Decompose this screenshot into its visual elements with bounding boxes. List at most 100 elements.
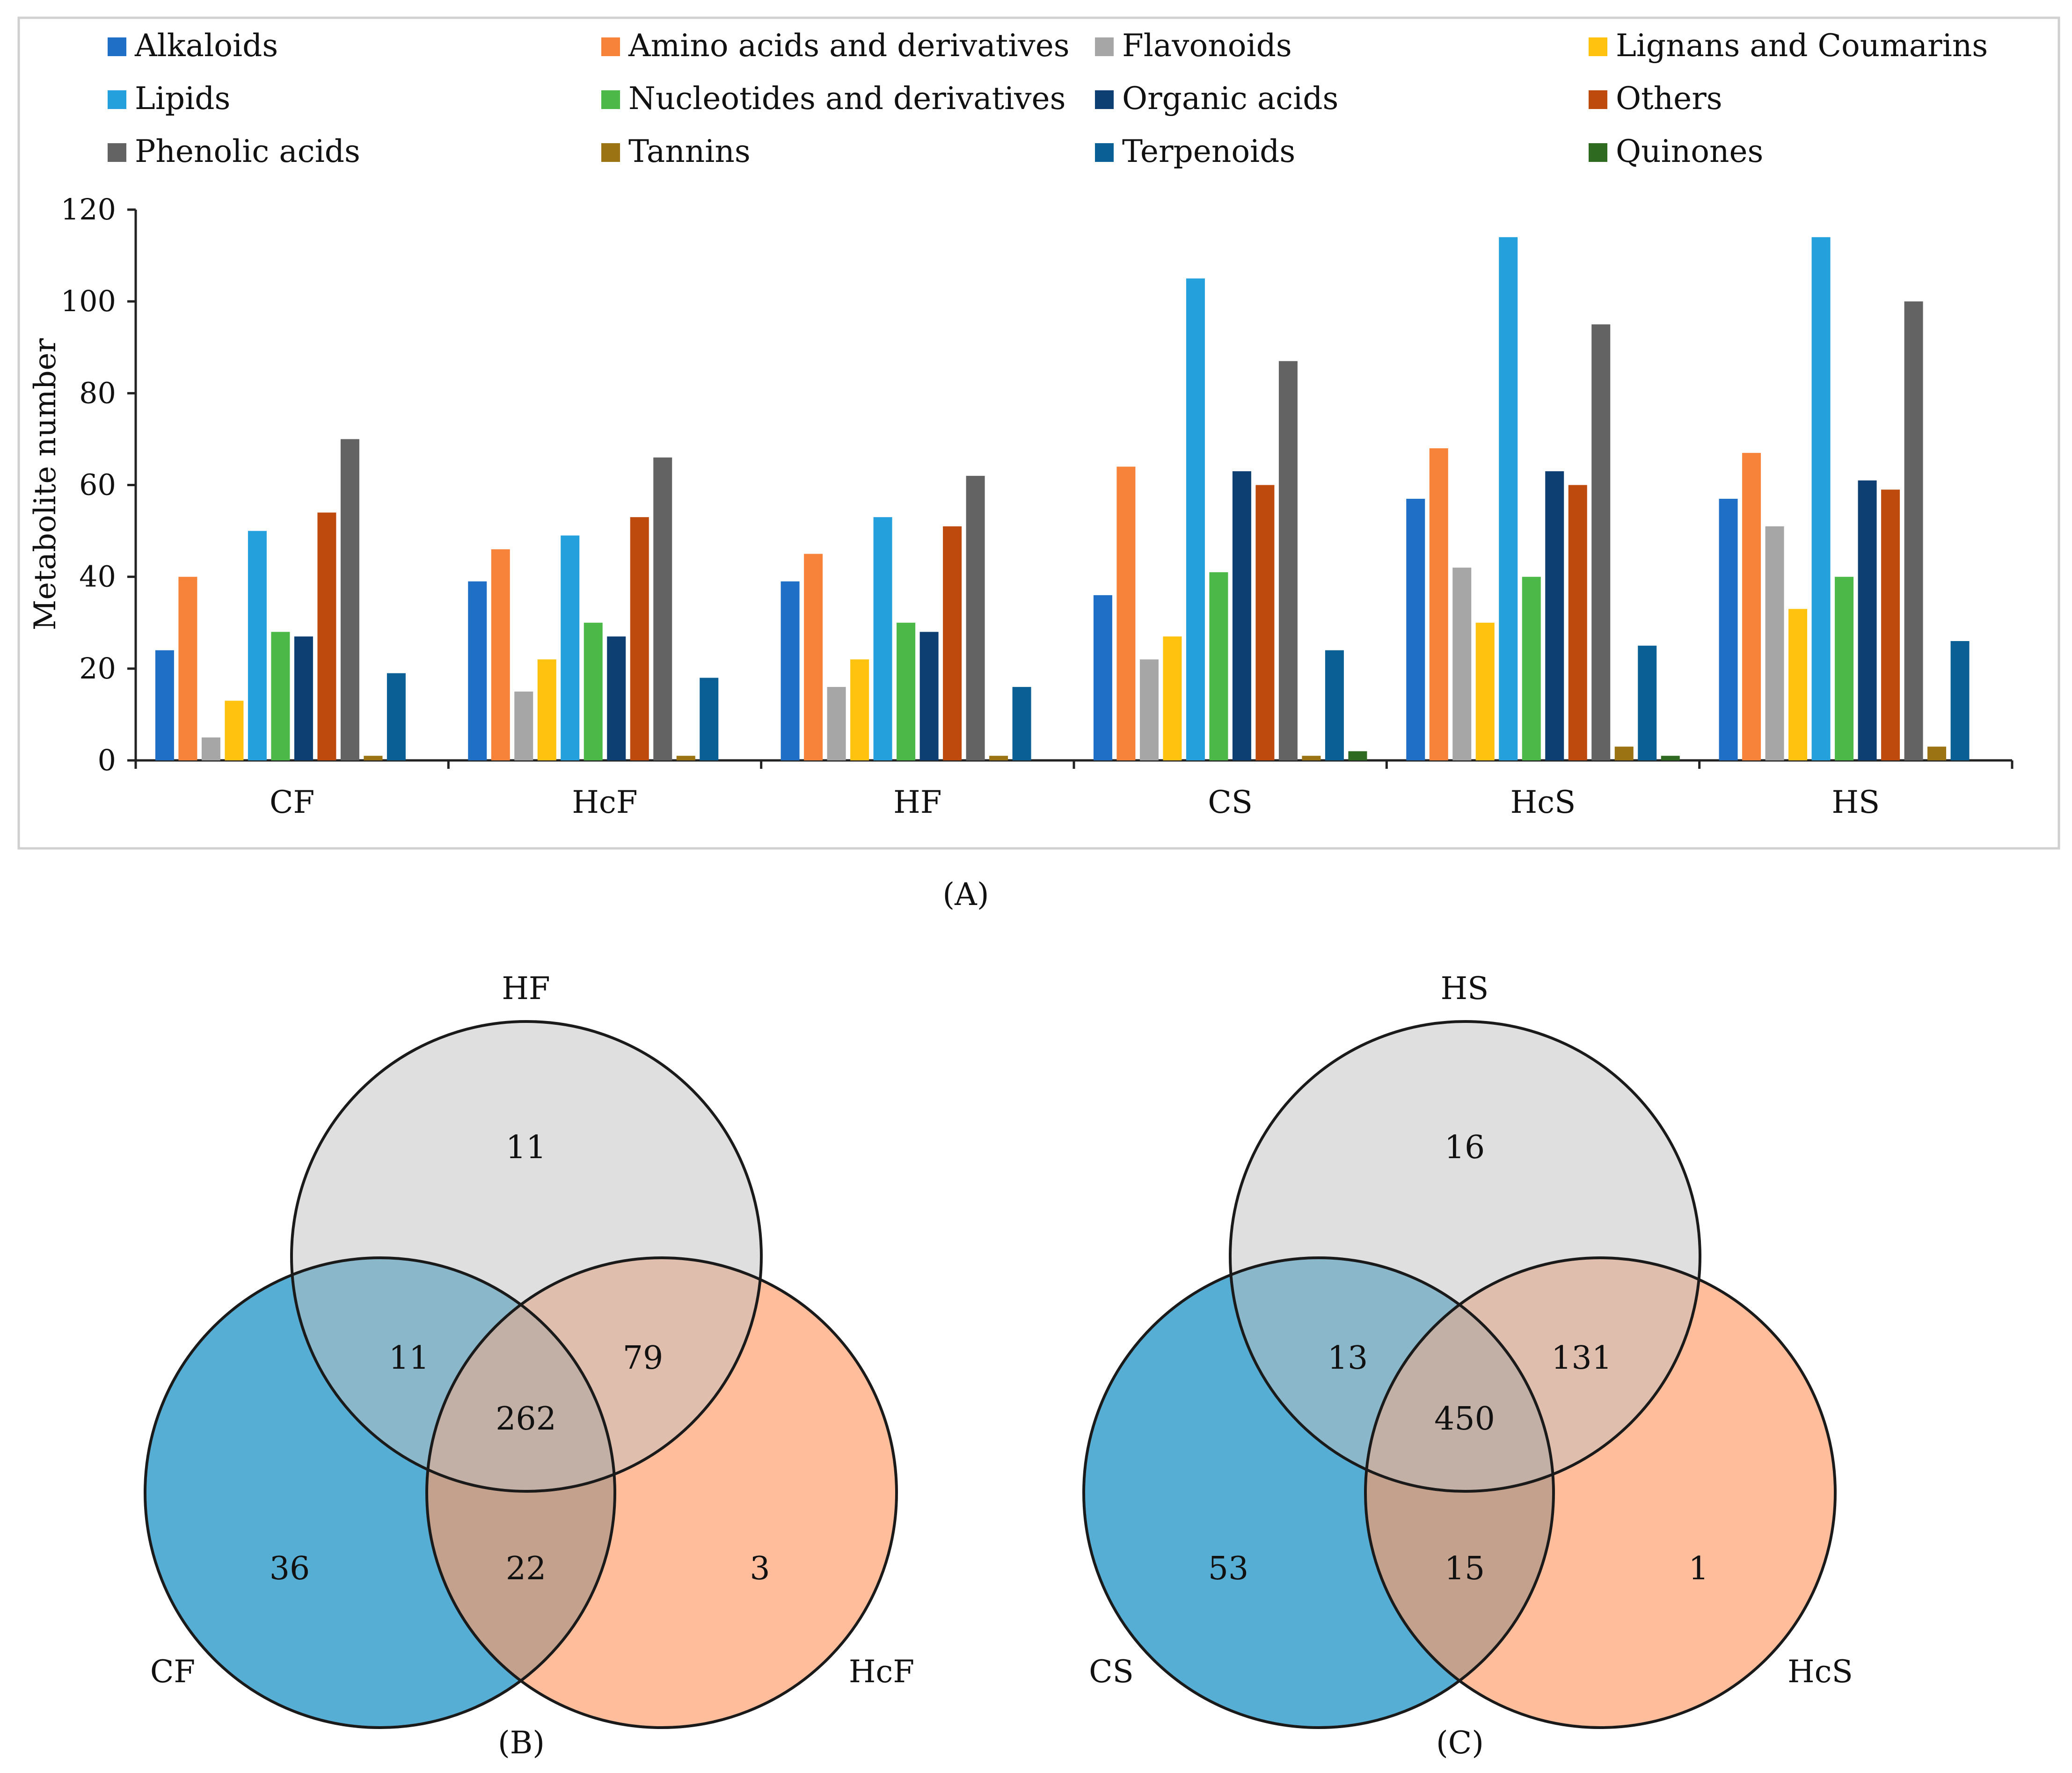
y-ticks: 0 20 40 60 80 100 120 [61,192,136,777]
bar-cs-flavonoids [1139,659,1159,760]
venn-region-right-only: 1 [1688,1550,1708,1587]
bar-hf-lipids [873,517,892,760]
venn-region-top-only: 16 [1445,1129,1485,1166]
venn-set-label-hcs: HcS [1787,1654,1853,1690]
bar-hcf-phenolic-acids [653,457,672,760]
legend-swatch-others [1589,90,1607,109]
y-axis-title: Metabolite number [28,338,63,630]
legend-label-nucleotides-and-derivatives: Nucleotides and derivatives [628,80,1065,117]
bar-hcf-others [630,517,649,760]
bar-hcf-tannins [676,756,695,760]
bar-cs-quinones [1348,751,1367,760]
bar-hcs-phenolic-acids [1591,324,1611,760]
legend-swatch-lipids [108,90,126,109]
bar-hf-tannins [989,756,1008,760]
bar-hcs-nucleotides-and-derivatives [1522,576,1541,760]
legend-label-organic-acids: Organic acids [1122,80,1338,117]
bar-hcf-lignans-and-coumarins [537,659,556,760]
bar-hcf-terpenoids [700,678,719,760]
panel-a-caption: (A) [942,876,989,912]
bar-hcf-nucleotides-and-derivatives [584,622,603,760]
bar-hcs-terpenoids [1638,645,1657,760]
bar-cf-organic-acids [294,636,313,760]
venn-region-center: 262 [496,1401,556,1437]
legend-swatch-flavonoids [1095,37,1114,56]
bar-cf-tannins [364,756,383,760]
panel-caption-b: (B) [498,1725,545,1761]
venn-circle-hs [1230,1021,1700,1491]
venn-set-label-hf: HF [502,970,550,1007]
legend-swatch-tannins [601,143,620,162]
bar-hs-alkaloids [1719,498,1738,760]
bar-hf-lignans-and-coumarins [850,659,869,760]
x-category-label-hf: HF [893,784,941,820]
bar-cs-tannins [1302,756,1321,760]
venn-region-top-left: 11 [389,1340,430,1377]
x-categories: CF HcF HF CS HcS HS [134,760,2014,820]
bar-hs-lipids [1811,237,1831,761]
bar-hs-others [1881,489,1900,760]
venn-region-left-only: 53 [1208,1550,1249,1587]
venn-region-top-right: 131 [1551,1340,1612,1377]
bar-cf-others [317,512,336,760]
bar-cs-amino-acids-and-derivatives [1116,467,1136,760]
bar-hcf-amino-acids-and-derivatives [491,549,510,760]
bar-hcs-amino-acids-and-derivatives [1429,448,1448,760]
bar-cs-others [1255,485,1275,760]
x-category-label-hcs: HcS [1510,784,1576,820]
legend-swatch-quinones [1589,143,1607,162]
legend: Alkaloids Amino acids and derivatives Flav… [108,28,1988,169]
y-tick-label: 100 [61,284,116,318]
legend-label-flavonoids: Flavonoids [1122,28,1292,64]
panel-caption-c: (C) [1436,1725,1484,1761]
bar-hcs-lignans-and-coumarins [1475,622,1495,760]
bar-hf-alkaloids [781,581,800,760]
bar-cf-amino-acids-and-derivatives [178,576,197,760]
y-tick-label: 120 [61,192,116,226]
bar-cs-phenolic-acids [1278,361,1298,760]
bar-cf-terpenoids [387,673,406,760]
bar-hf-others [943,526,962,760]
venn-outline [290,1020,763,1493]
bar-cf-flavonoids [201,737,220,760]
legend-label-others: Others [1616,80,1722,117]
venn-outline [1364,1256,1837,1729]
venn-outline [1082,1256,1555,1729]
venn-outline [425,1256,898,1729]
legend-swatch-amino-acids-and-derivatives [601,37,620,56]
legend-swatch-lignans-and-coumarins [1589,37,1607,56]
bar-hs-lignans-and-coumarins [1788,609,1808,760]
legend-swatch-terpenoids [1095,143,1114,162]
legend-swatch-alkaloids [108,37,126,56]
venn-set-label-cf: CF [150,1654,195,1690]
bar-hcs-quinones [1661,756,1680,760]
bars [155,237,1970,761]
x-category-label-cf: CF [270,784,314,820]
venn-circle-hf [292,1021,761,1491]
bar-cf-alkaloids [155,650,174,760]
bar-hf-nucleotides-and-derivatives [897,622,916,760]
legend-label-phenolic-acids: Phenolic acids [135,133,360,169]
y-tick-label: 40 [79,560,116,594]
bar-cf-phenolic-acids [340,439,359,760]
venn-b: 11 11 79 262 36 22 3 HF CF HcF (B) [144,970,914,1761]
venn-region-left-only: 36 [270,1550,310,1587]
legend-swatch-organic-acids [1095,90,1114,109]
legend-label-tannins: Tannins [628,133,751,169]
legend-swatch-phenolic-acids [108,143,126,162]
venn-region-top-only: 11 [506,1129,547,1166]
venn-region-top-right: 79 [623,1340,664,1377]
bar-hs-phenolic-acids [1904,301,1923,760]
venn-region-right-only: 3 [750,1550,770,1587]
bar-hcf-lipids [561,535,580,760]
bar-hs-nucleotides-and-derivatives [1835,576,1854,760]
bar-hf-organic-acids [919,632,939,760]
bar-hcs-alkaloids [1406,498,1425,760]
legend-label-lignans-and-coumarins: Lignans and Coumarins [1616,28,1988,64]
x-category-label-hcf: HcF [572,784,637,820]
venn-region-left-right: 15 [1445,1550,1485,1587]
bar-cs-organic-acids [1232,471,1251,760]
venn-set-label-hs: HS [1441,970,1489,1007]
bar-hf-amino-acids-and-derivatives [804,554,823,760]
